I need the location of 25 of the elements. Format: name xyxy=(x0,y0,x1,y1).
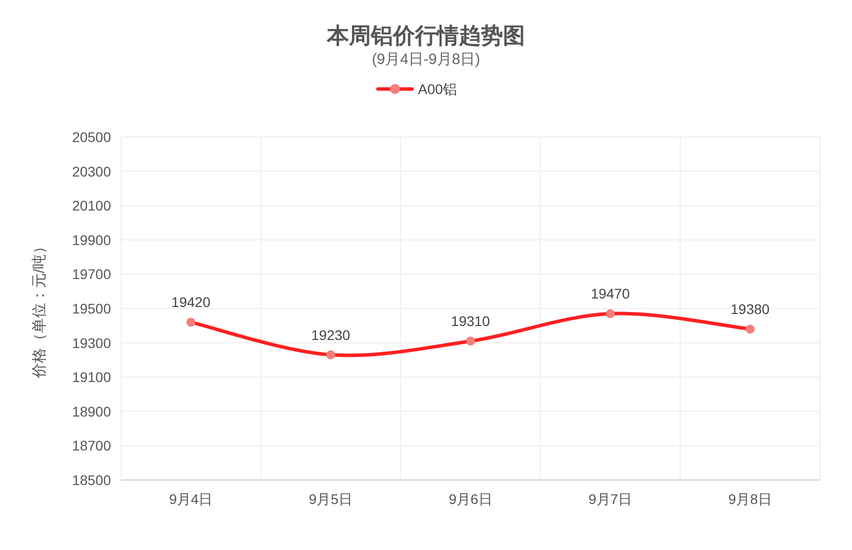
y-tick-label: 19700 xyxy=(72,266,112,282)
x-tick-label: 9月4日 xyxy=(169,491,213,507)
y-tick-label: 19500 xyxy=(72,300,112,316)
x-tick-label: 9月6日 xyxy=(448,491,492,507)
data-label: 19420 xyxy=(171,294,211,310)
data-label: 19230 xyxy=(311,326,350,343)
data-label: 19380 xyxy=(730,301,770,318)
y-tick-label: 19900 xyxy=(72,232,112,248)
y-tick-label: 18500 xyxy=(72,472,112,488)
x-tick-label: 9月8日 xyxy=(728,491,772,507)
x-tick-label: 9月7日 xyxy=(588,491,632,507)
chart-subtitle: (9月4日-9月8日) xyxy=(372,51,480,68)
chart-title: 本周铝价行情趋势图 xyxy=(326,23,525,48)
data-label: 19470 xyxy=(590,286,630,302)
y-tick-label: 19300 xyxy=(72,334,112,351)
y-tick-label: 20300 xyxy=(72,163,112,180)
x-tick-label: 9月5日 xyxy=(308,491,352,507)
legend-label: A00铝 xyxy=(418,81,457,97)
y-axis-title: 价格（单位：元/吨） xyxy=(31,238,48,380)
y-tick-label: 18900 xyxy=(72,403,112,420)
data-label: 19310 xyxy=(451,313,490,330)
y-tick-label: 19100 xyxy=(72,369,112,386)
y-tick-label: 20100 xyxy=(72,198,112,214)
y-tick-label: 20500 xyxy=(72,129,112,145)
y-tick-label: 18700 xyxy=(72,438,112,454)
